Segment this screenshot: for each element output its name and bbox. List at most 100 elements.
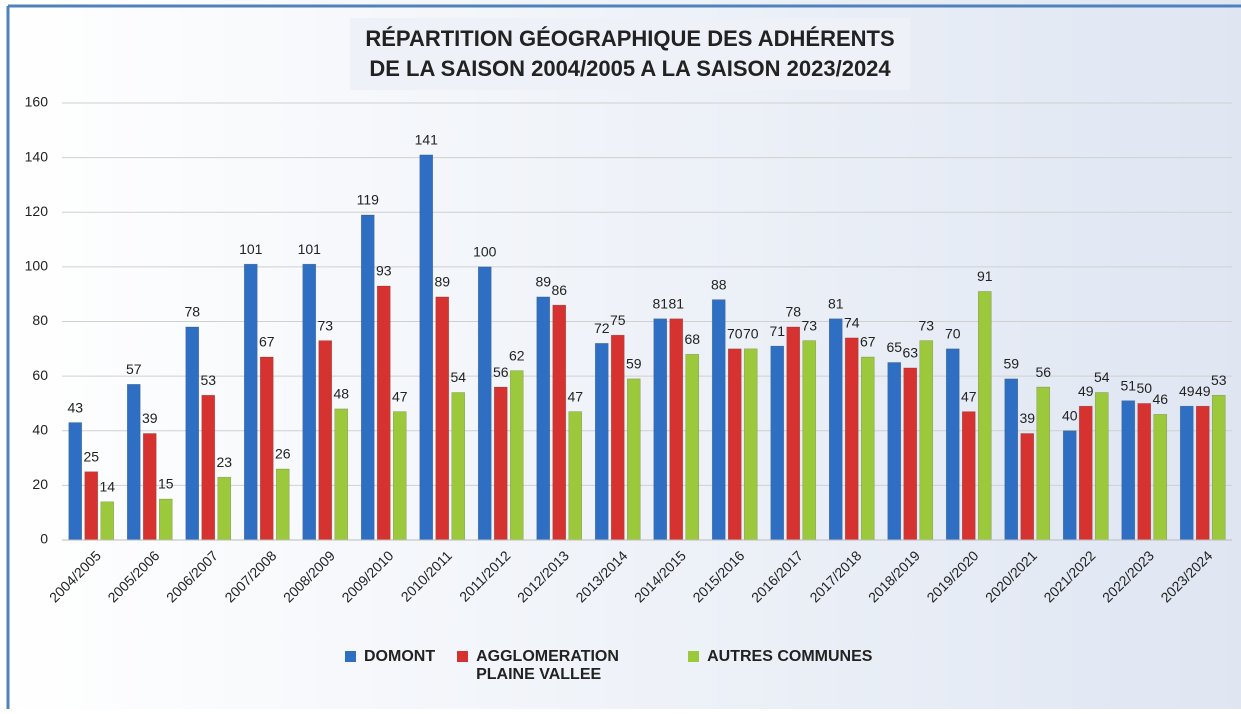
- data-label: 70: [727, 326, 743, 342]
- data-label: 70: [743, 326, 759, 342]
- chart-title: DE LA SAISON 2004/2005 A LA SAISON 2023/…: [369, 56, 891, 81]
- data-label: 71: [769, 323, 785, 339]
- data-label: 57: [126, 361, 142, 377]
- bar: [376, 285, 391, 541]
- data-label: 81: [652, 295, 668, 311]
- bar: [419, 154, 434, 541]
- bar: [185, 326, 200, 541]
- bar: [1153, 414, 1168, 541]
- data-label: 81: [668, 295, 684, 311]
- bar: [126, 384, 141, 541]
- data-label: 43: [67, 399, 83, 415]
- bar: [1121, 400, 1136, 541]
- bar: [1094, 392, 1109, 541]
- data-label: 119: [357, 192, 380, 208]
- bar: [594, 343, 609, 541]
- bar: [711, 299, 726, 541]
- bar: [259, 356, 274, 541]
- bar: [1036, 386, 1051, 541]
- bar: [626, 378, 641, 541]
- bar: [653, 318, 668, 541]
- bar: [828, 318, 843, 541]
- data-label: 62: [509, 347, 525, 363]
- bar: [552, 304, 567, 541]
- data-label: 75: [610, 312, 626, 328]
- bar: [1211, 394, 1226, 541]
- data-label: 67: [259, 334, 275, 350]
- data-label: 56: [493, 364, 509, 380]
- data-label: 78: [184, 304, 200, 320]
- data-label: 73: [918, 317, 934, 333]
- bar: [1062, 430, 1077, 541]
- bar: [786, 326, 801, 541]
- bar: [977, 291, 992, 541]
- bar: [1195, 405, 1210, 541]
- data-label: 15: [158, 476, 174, 492]
- y-tick-label: 160: [25, 94, 49, 110]
- bar: [685, 353, 700, 541]
- y-tick-label: 100: [25, 258, 49, 274]
- data-label: 68: [684, 331, 700, 347]
- data-label: 100: [473, 244, 497, 260]
- bar: [610, 334, 625, 541]
- data-label: 54: [1094, 369, 1110, 385]
- bar: [903, 367, 918, 541]
- data-label: 74: [844, 315, 860, 331]
- bar: [536, 296, 551, 541]
- data-label: 46: [1152, 391, 1168, 407]
- y-tick-label: 40: [32, 421, 48, 437]
- bar: [1137, 403, 1152, 541]
- data-label: 14: [99, 478, 115, 494]
- y-tick-label: 140: [25, 148, 49, 164]
- bar: [302, 263, 317, 541]
- legend-label: DOMONT: [364, 648, 436, 665]
- data-label: 48: [333, 386, 349, 402]
- data-label: 101: [239, 241, 263, 257]
- data-label: 89: [535, 274, 551, 290]
- y-tick-label: 20: [32, 476, 48, 492]
- y-tick-label: 120: [25, 203, 49, 219]
- bar: [961, 411, 976, 541]
- legend-item: AUTRES COMMUNES: [688, 648, 872, 684]
- bar: [743, 348, 758, 541]
- bar: [669, 318, 684, 541]
- bar: [919, 340, 934, 541]
- data-label: 39: [142, 410, 158, 426]
- data-label: 81: [828, 295, 844, 311]
- data-label: 49: [1195, 383, 1211, 399]
- data-label: 63: [902, 345, 918, 361]
- data-label: 56: [1035, 364, 1051, 380]
- y-tick-label: 60: [32, 367, 48, 383]
- legend-swatch: [345, 651, 356, 662]
- bar: [509, 370, 524, 541]
- data-label: 23: [216, 454, 232, 470]
- data-label: 47: [567, 388, 583, 404]
- data-label: 141: [415, 132, 439, 148]
- bar: [1179, 405, 1194, 541]
- legend-swatch: [688, 651, 700, 662]
- data-label: 26: [275, 446, 291, 462]
- data-label: 65: [886, 339, 902, 355]
- data-label: 59: [1003, 356, 1019, 372]
- data-label: 73: [317, 317, 333, 333]
- bar: [318, 340, 333, 541]
- data-label: 78: [785, 304, 801, 320]
- y-tick-label: 0: [40, 531, 48, 547]
- bar: [392, 411, 407, 541]
- bar: [844, 337, 859, 541]
- data-label: 51: [1120, 377, 1136, 393]
- data-label: 49: [1078, 383, 1094, 399]
- bar: [68, 422, 83, 541]
- data-label: 47: [392, 388, 408, 404]
- bar: [860, 356, 875, 541]
- bar: [887, 362, 902, 541]
- title-box: [350, 18, 910, 90]
- bar: [568, 411, 583, 541]
- data-label: 40: [1062, 407, 1078, 423]
- data-label: 50: [1136, 380, 1152, 396]
- bar: [493, 386, 508, 541]
- bar: [334, 408, 349, 541]
- data-label: 88: [711, 276, 727, 292]
- bar: [451, 392, 466, 541]
